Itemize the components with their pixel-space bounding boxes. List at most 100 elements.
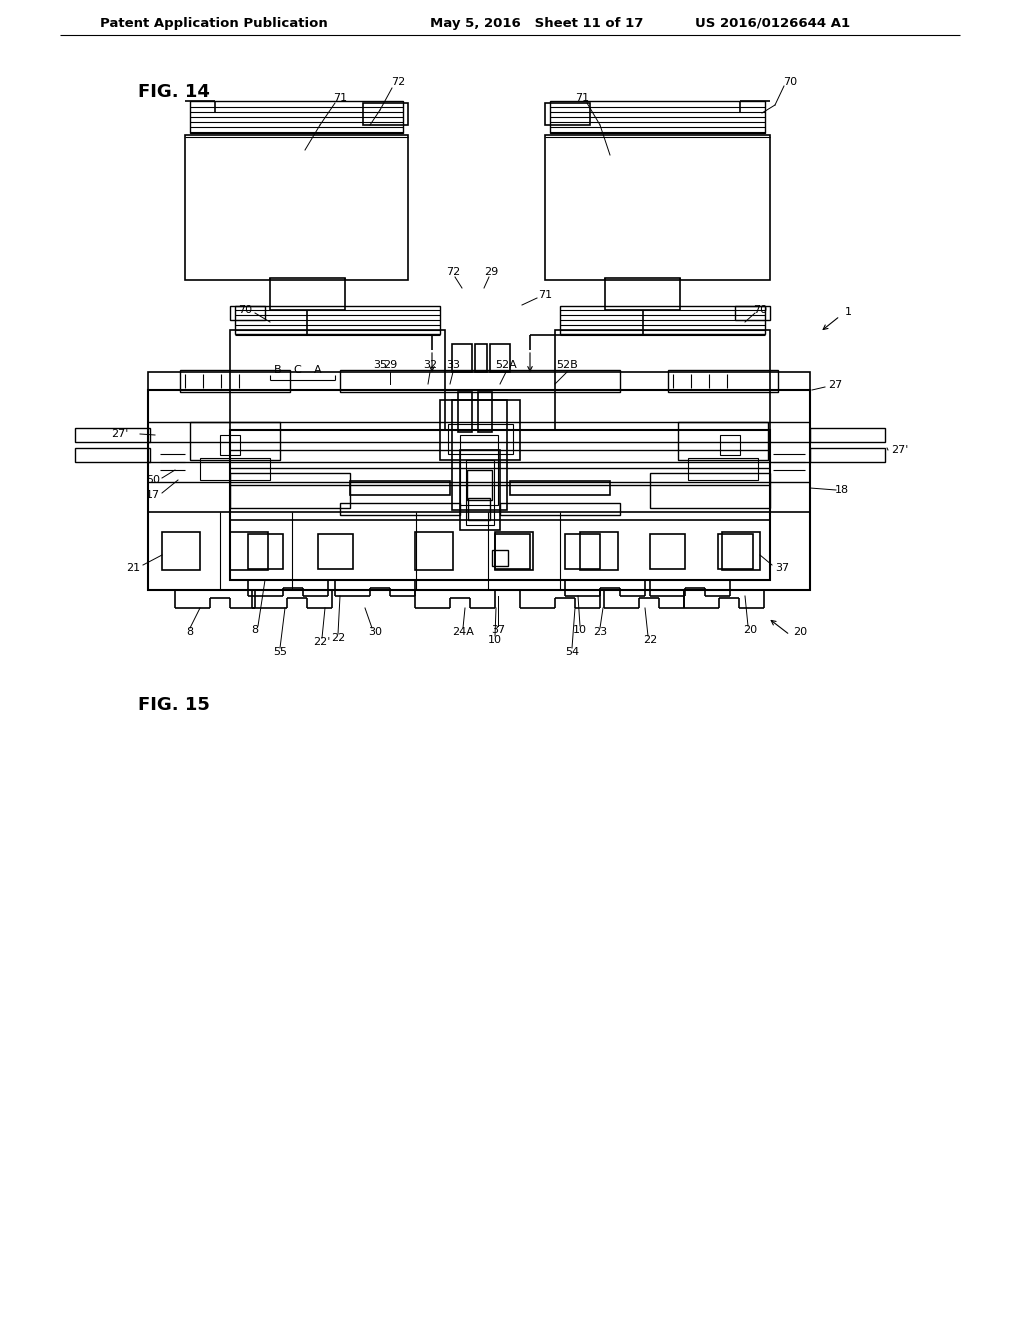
Bar <box>460 436 498 506</box>
Text: 22': 22' <box>313 638 331 647</box>
Text: 50: 50 <box>146 475 160 484</box>
Text: 70: 70 <box>783 77 797 87</box>
Bar <box>495 535 530 569</box>
Text: 54: 54 <box>565 647 579 657</box>
Bar <box>467 470 492 500</box>
Text: 21: 21 <box>126 564 140 573</box>
Text: 1: 1 <box>845 308 852 317</box>
Text: 18: 18 <box>835 484 849 495</box>
Text: 8: 8 <box>252 624 259 635</box>
Text: 32: 32 <box>423 360 437 370</box>
Bar <box>492 550 508 566</box>
Bar <box>162 532 200 570</box>
Bar <box>555 330 770 430</box>
Text: 71: 71 <box>574 92 589 103</box>
Text: May 5, 2016   Sheet 11 of 17: May 5, 2016 Sheet 11 of 17 <box>430 16 643 29</box>
Bar <box>234 306 440 334</box>
Text: 29: 29 <box>484 267 498 277</box>
Bar <box>340 503 460 515</box>
Text: FIG. 15: FIG. 15 <box>138 696 210 714</box>
Bar <box>605 279 680 310</box>
Text: B: B <box>274 366 282 375</box>
Text: 37: 37 <box>490 624 505 635</box>
Bar <box>580 532 618 570</box>
Text: FIG. 14: FIG. 14 <box>138 83 210 102</box>
Text: 30: 30 <box>368 627 382 638</box>
Bar <box>475 345 487 372</box>
Bar <box>650 535 685 569</box>
Bar <box>452 345 472 372</box>
Bar <box>495 532 534 570</box>
Text: 23: 23 <box>593 627 607 638</box>
Bar <box>545 135 770 280</box>
Text: 71: 71 <box>333 92 347 103</box>
Bar <box>668 370 778 392</box>
Bar <box>440 400 520 459</box>
Text: 52B: 52B <box>556 360 578 370</box>
Bar <box>230 520 770 579</box>
Text: 29: 29 <box>383 360 397 370</box>
Bar <box>190 422 280 459</box>
Text: 20: 20 <box>743 624 757 635</box>
Bar <box>230 473 350 508</box>
Bar <box>560 306 765 334</box>
Bar <box>270 279 345 310</box>
Bar <box>510 480 610 495</box>
Bar <box>722 532 760 570</box>
Text: C: C <box>293 366 301 375</box>
Text: 72: 72 <box>391 77 406 87</box>
Bar <box>318 535 353 569</box>
Bar <box>350 480 450 495</box>
Bar <box>190 102 403 133</box>
Text: Patent Application Publication: Patent Application Publication <box>100 16 328 29</box>
Text: 24A: 24A <box>452 627 474 638</box>
Bar <box>735 306 770 319</box>
Bar <box>452 400 507 510</box>
Text: 35: 35 <box>373 360 387 370</box>
Text: 20: 20 <box>793 627 807 638</box>
Bar <box>718 535 753 569</box>
Bar <box>230 330 445 430</box>
Text: 71: 71 <box>538 290 552 300</box>
Bar <box>148 372 810 389</box>
Bar <box>458 392 472 432</box>
Bar <box>200 458 270 480</box>
Text: US 2016/0126644 A1: US 2016/0126644 A1 <box>695 16 850 29</box>
Bar <box>490 345 510 372</box>
Bar <box>810 428 885 442</box>
Bar <box>720 436 740 455</box>
Text: 37: 37 <box>775 564 790 573</box>
Bar <box>148 389 810 590</box>
Bar <box>415 532 453 570</box>
Bar <box>230 430 770 579</box>
Text: 22: 22 <box>331 634 345 643</box>
Text: 27': 27' <box>891 445 908 455</box>
Bar <box>650 473 770 508</box>
Text: 55: 55 <box>273 647 287 657</box>
Text: 8: 8 <box>186 627 194 638</box>
Bar <box>449 424 513 454</box>
Text: 33: 33 <box>446 360 460 370</box>
Bar <box>466 459 494 525</box>
Bar <box>148 512 810 590</box>
Bar <box>230 532 268 570</box>
Bar <box>75 447 150 462</box>
Bar <box>220 436 240 455</box>
Text: 72: 72 <box>445 267 460 277</box>
Bar <box>545 103 590 125</box>
Text: 70: 70 <box>238 305 252 315</box>
Bar <box>550 102 765 133</box>
Text: 27': 27' <box>112 429 129 440</box>
Bar <box>248 535 283 569</box>
Bar <box>565 535 600 569</box>
Text: 22: 22 <box>643 635 657 645</box>
Text: 52A: 52A <box>496 360 517 370</box>
Text: 17: 17 <box>145 490 160 500</box>
Bar <box>75 428 150 442</box>
Text: A: A <box>314 366 322 375</box>
Text: 10: 10 <box>573 624 587 635</box>
Bar <box>500 503 620 515</box>
Text: 10: 10 <box>488 635 502 645</box>
Bar <box>180 370 290 392</box>
Bar <box>230 306 265 319</box>
